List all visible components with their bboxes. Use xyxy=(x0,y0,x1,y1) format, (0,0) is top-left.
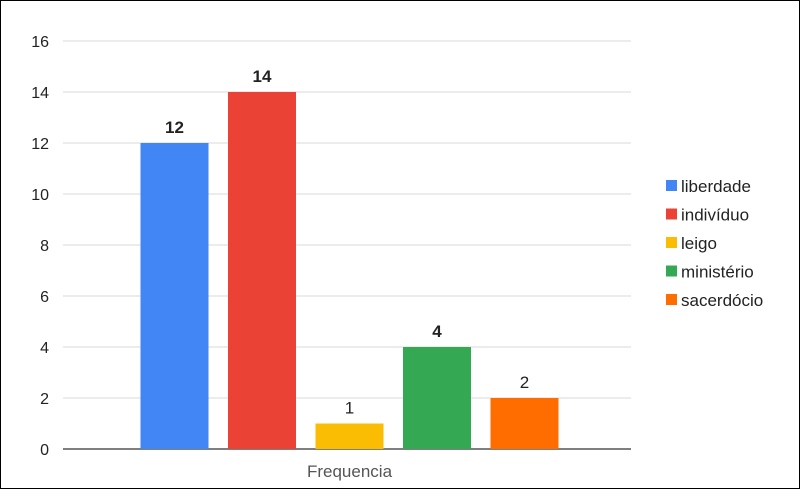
legend-item-label: ministério xyxy=(681,263,754,282)
bar-sacerdócio xyxy=(490,398,559,449)
legend: liberdade indivíduo leigo ministério sacerdó… xyxy=(666,177,763,310)
y-tick-label: 6 xyxy=(40,289,49,306)
legend-item-label: indivíduo xyxy=(681,206,749,225)
y-axis-ticks: 0 2 4 6 8 10 12 14 16 xyxy=(31,34,49,459)
legend-item-label: leigo xyxy=(681,234,717,253)
y-tick-label: 0 xyxy=(40,442,49,459)
data-label: 12 xyxy=(165,118,184,137)
data-label: 4 xyxy=(432,322,442,341)
bar-indivíduo xyxy=(228,92,296,449)
bar-liberdade xyxy=(140,143,209,449)
y-tick-label: 10 xyxy=(31,187,49,204)
y-tick-label: 16 xyxy=(31,34,49,51)
legend-swatch xyxy=(666,294,677,305)
bar-leigo xyxy=(315,423,384,449)
x-axis: Frequencia xyxy=(307,462,393,481)
data-label: 1 xyxy=(345,399,354,418)
bar-ministério xyxy=(403,347,471,449)
y-tick-label: 8 xyxy=(40,238,49,255)
legend-swatch xyxy=(666,208,677,220)
y-tick-label: 12 xyxy=(31,136,49,153)
legend-swatch xyxy=(666,265,677,277)
legend-item-label: sacerdócio xyxy=(681,291,763,310)
legend-swatch xyxy=(666,237,677,248)
x-category-label: Frequencia xyxy=(307,462,393,481)
data-label: 14 xyxy=(253,67,272,86)
y-tick-label: 2 xyxy=(40,391,49,408)
y-tick-label: 4 xyxy=(40,340,49,357)
data-label: 2 xyxy=(520,373,529,392)
bars xyxy=(140,92,559,449)
y-tick-label: 14 xyxy=(31,85,49,102)
legend-item-label: liberdade xyxy=(681,177,751,196)
legend-swatch xyxy=(666,180,677,191)
